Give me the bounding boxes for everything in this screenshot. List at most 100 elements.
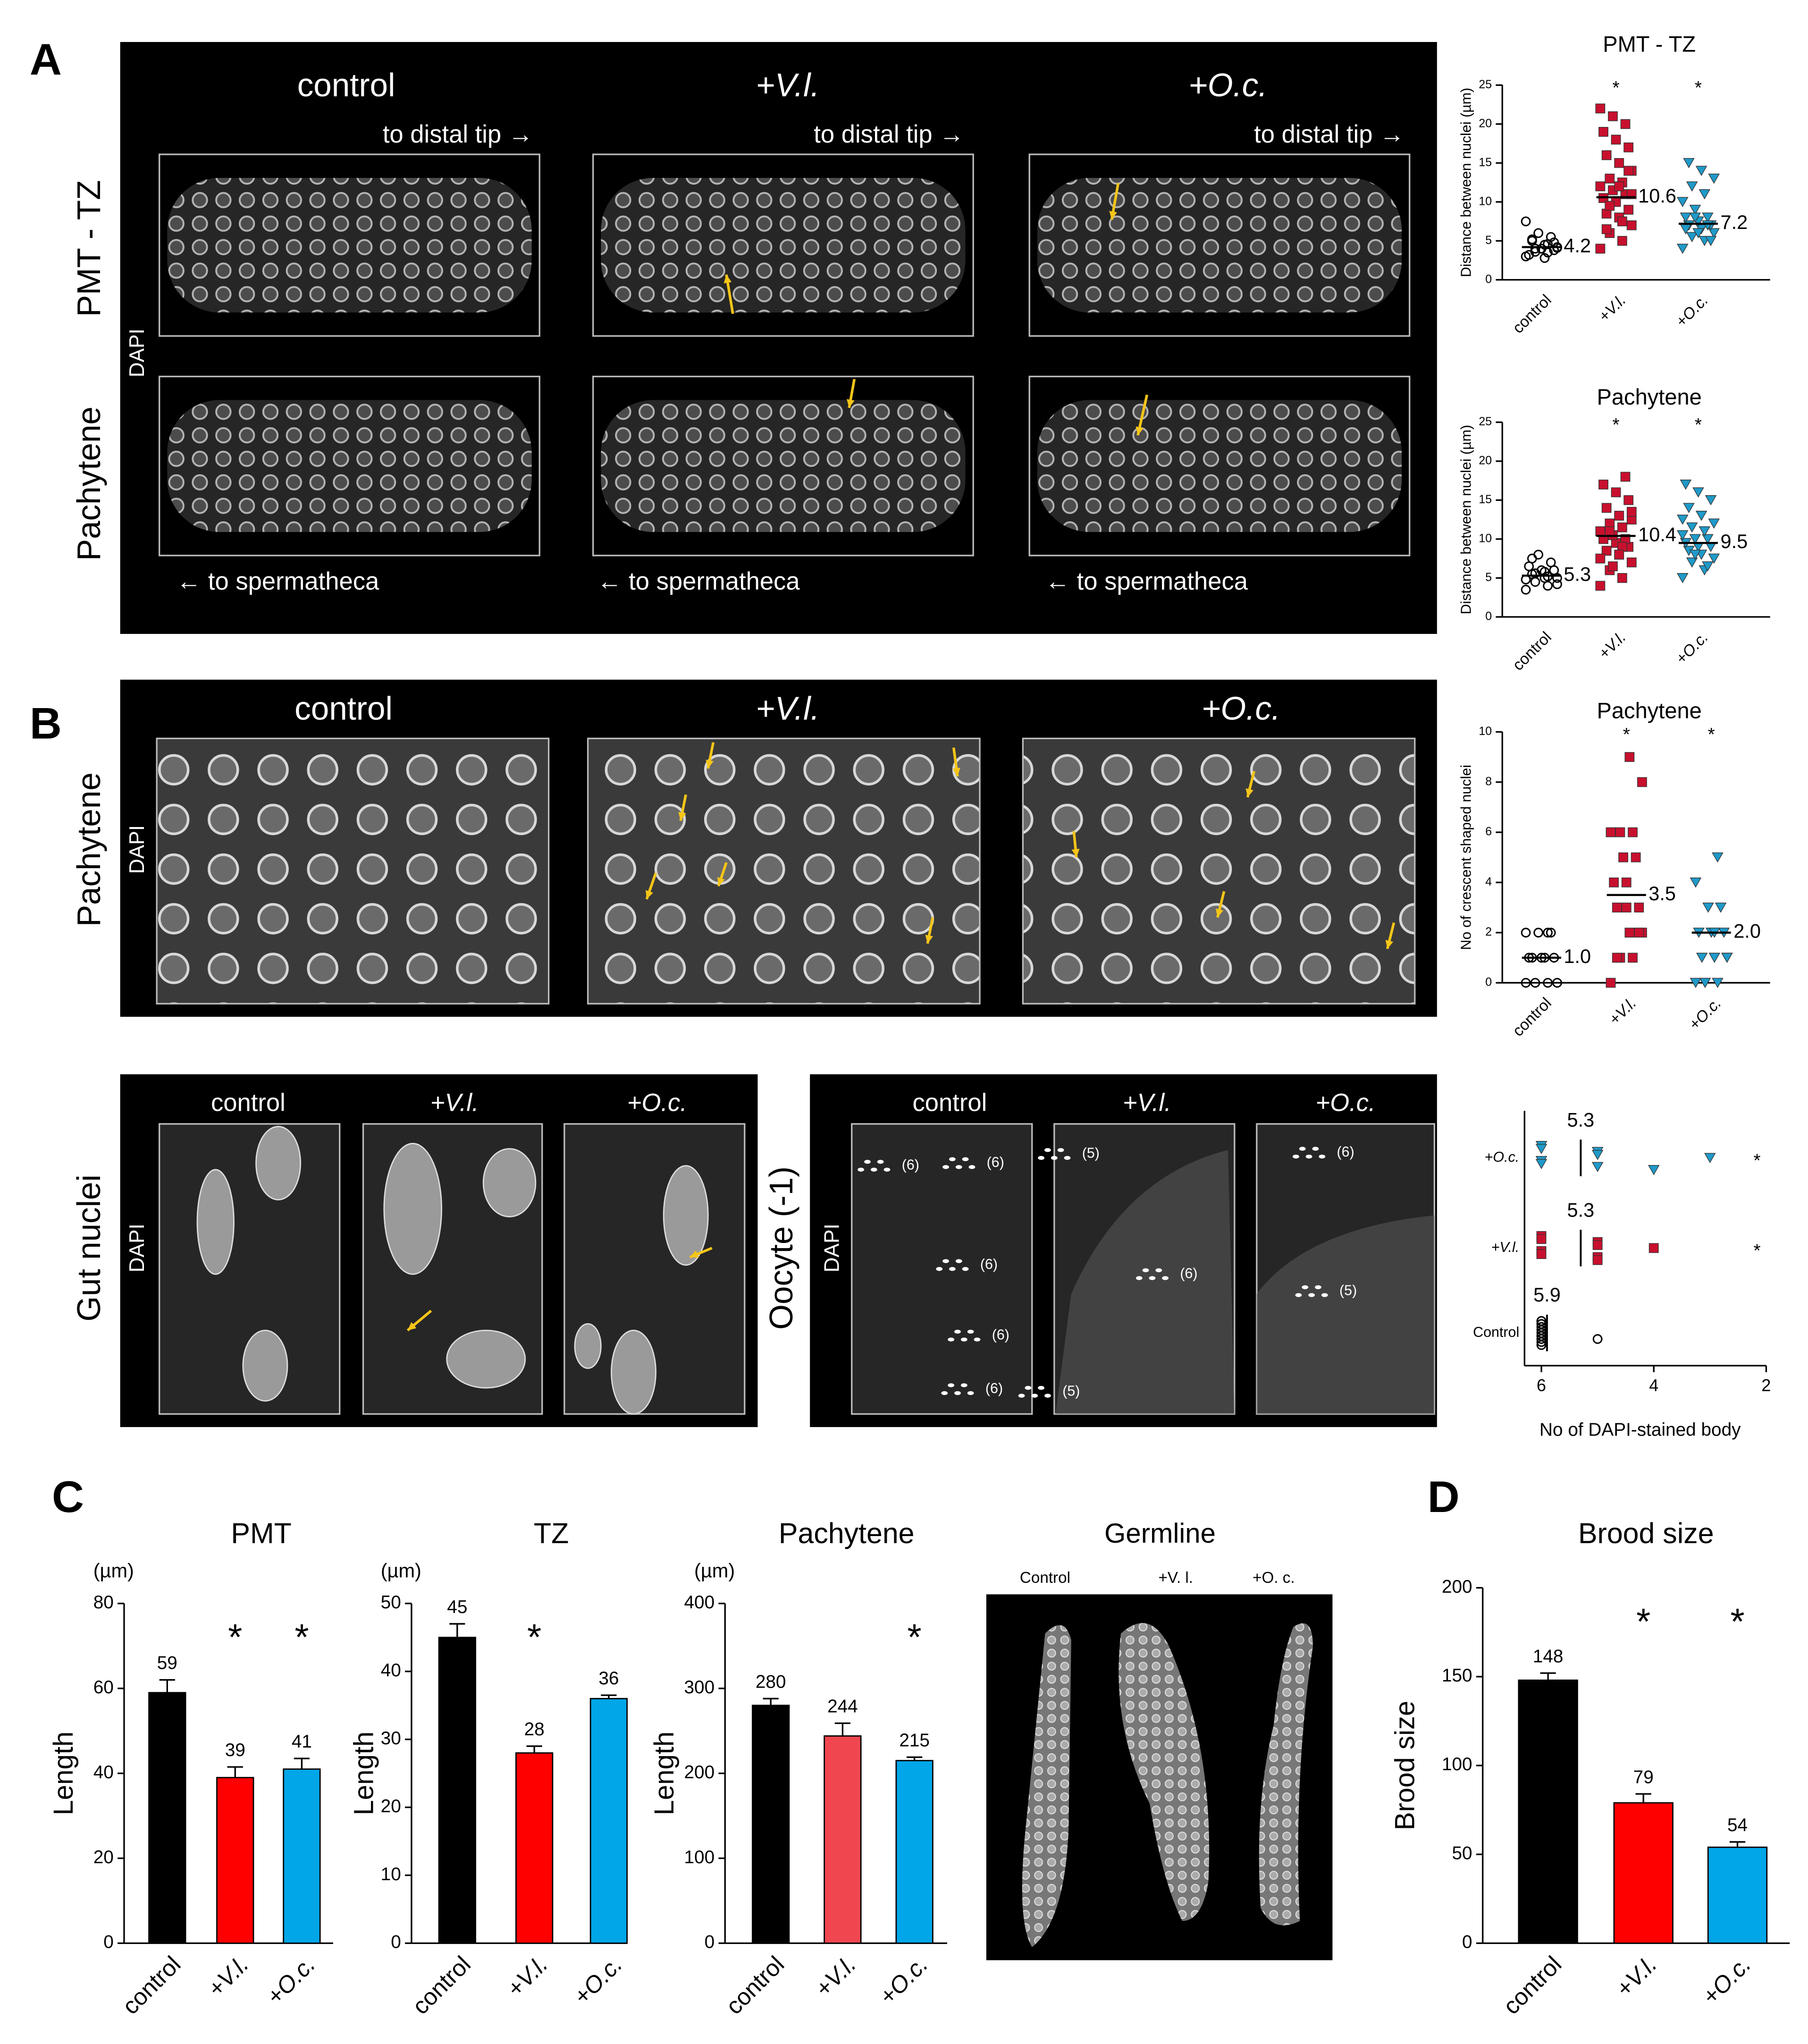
mean-label: 4.2	[1564, 234, 1591, 256]
significance: *	[228, 1617, 242, 1658]
y-tick-label: 25	[1479, 78, 1492, 91]
tissue	[1256, 1215, 1435, 1414]
chromosome	[1044, 1394, 1051, 1398]
y-tick-label: +O.c.	[1485, 1149, 1520, 1165]
significance: *	[1695, 78, 1702, 98]
y-tick-label: 10	[381, 1864, 401, 1884]
value-label: 28	[524, 1719, 545, 1740]
point	[1686, 181, 1698, 192]
value-label: 244	[827, 1696, 858, 1716]
point	[1592, 1334, 1603, 1344]
chromosome	[967, 1391, 974, 1395]
x-tick-label: 2	[1761, 1376, 1771, 1395]
point	[1527, 553, 1537, 564]
point	[1712, 852, 1724, 863]
column-label: +V.l.	[756, 67, 820, 103]
chromosome	[955, 1165, 962, 1169]
point	[1623, 204, 1634, 215]
point	[1620, 119, 1631, 129]
point	[1601, 224, 1612, 234]
count-label: (6)	[902, 1157, 919, 1173]
value-label: 36	[598, 1668, 619, 1689]
x-tick-label: +V.l.	[1611, 1951, 1662, 2002]
x-tick-label: +O.c.	[1673, 628, 1712, 667]
bar	[438, 1637, 476, 1944]
chromosome	[962, 1267, 969, 1271]
point	[1621, 877, 1631, 887]
point	[1695, 166, 1707, 176]
point	[1708, 953, 1721, 963]
point	[1591, 1150, 1604, 1160]
column-label: control	[211, 1089, 286, 1116]
significance: *	[1613, 415, 1620, 435]
chromosome	[1064, 1156, 1071, 1160]
point	[1692, 228, 1704, 238]
point	[1552, 579, 1562, 589]
gonad	[1259, 1623, 1313, 1926]
point	[1533, 228, 1544, 238]
nucleus	[611, 1329, 656, 1415]
point	[1608, 111, 1618, 121]
column-label: control	[912, 1089, 987, 1116]
point	[1536, 1319, 1547, 1329]
panel-letter: C	[52, 1472, 84, 1521]
x-tick-label: +V.l.	[502, 1951, 553, 2002]
y-tick-label: 6	[1485, 825, 1492, 838]
significance: *	[1623, 725, 1630, 745]
point	[1648, 1243, 1659, 1253]
chromosome	[1308, 1293, 1315, 1297]
point	[1595, 553, 1606, 564]
bar	[515, 1752, 554, 1944]
y-tick-label: 20	[1479, 454, 1492, 467]
x-axis-label: No of DAPI-stained body	[1539, 1420, 1741, 1440]
column-label: +O. c.	[1253, 1569, 1295, 1587]
chromosome	[967, 1329, 974, 1334]
point	[1637, 777, 1647, 787]
gonad	[601, 400, 966, 532]
point	[1631, 852, 1641, 862]
chromosome	[954, 1391, 961, 1395]
column-label: +V.l.	[1123, 1089, 1171, 1116]
arrow-head	[1071, 849, 1080, 858]
point	[1606, 827, 1616, 837]
direction-label: to distal tip →	[814, 120, 964, 148]
y-tick-label: 400	[684, 1592, 715, 1613]
mean-label: 5.3	[1567, 1108, 1595, 1131]
y-tick-label: 30	[381, 1728, 401, 1748]
y-tick-label: 0	[1485, 609, 1492, 623]
point	[1533, 928, 1544, 938]
chromosome	[1321, 1293, 1328, 1297]
point	[1521, 584, 1531, 595]
x-tick-label: +V.l.	[1606, 994, 1640, 1028]
y-tick-label: 2	[1485, 925, 1492, 938]
point	[1543, 239, 1553, 249]
chromosome	[858, 1167, 865, 1172]
micrograph	[1022, 737, 1416, 1005]
x-tick-label: control	[1498, 1951, 1566, 2019]
panel-title: Germline	[1104, 1518, 1216, 1549]
value-label: 148	[1533, 1646, 1564, 1666]
x-tick-label: +O.c.	[1697, 1951, 1756, 2010]
value-label: 41	[292, 1731, 312, 1752]
point	[1595, 244, 1606, 254]
bar	[283, 1768, 321, 1944]
chromosome	[1051, 1156, 1058, 1160]
point	[1689, 534, 1701, 545]
point	[1686, 557, 1698, 568]
point	[1699, 189, 1711, 200]
point	[1601, 546, 1612, 556]
point	[1543, 928, 1553, 938]
direction-label: to distal tip →	[1254, 120, 1404, 148]
point	[1535, 1159, 1547, 1169]
point	[1721, 953, 1733, 963]
significance: *	[1695, 415, 1702, 435]
value-label: 45	[447, 1597, 467, 1617]
point	[1708, 553, 1720, 564]
x-tick-label: control	[1509, 994, 1555, 1040]
gonad	[1022, 1625, 1071, 1947]
arrow-head	[1215, 908, 1224, 918]
chromosome	[949, 1157, 956, 1161]
mean-label: 5.9	[1533, 1284, 1561, 1306]
row-label: PMT - TZ	[70, 180, 107, 317]
